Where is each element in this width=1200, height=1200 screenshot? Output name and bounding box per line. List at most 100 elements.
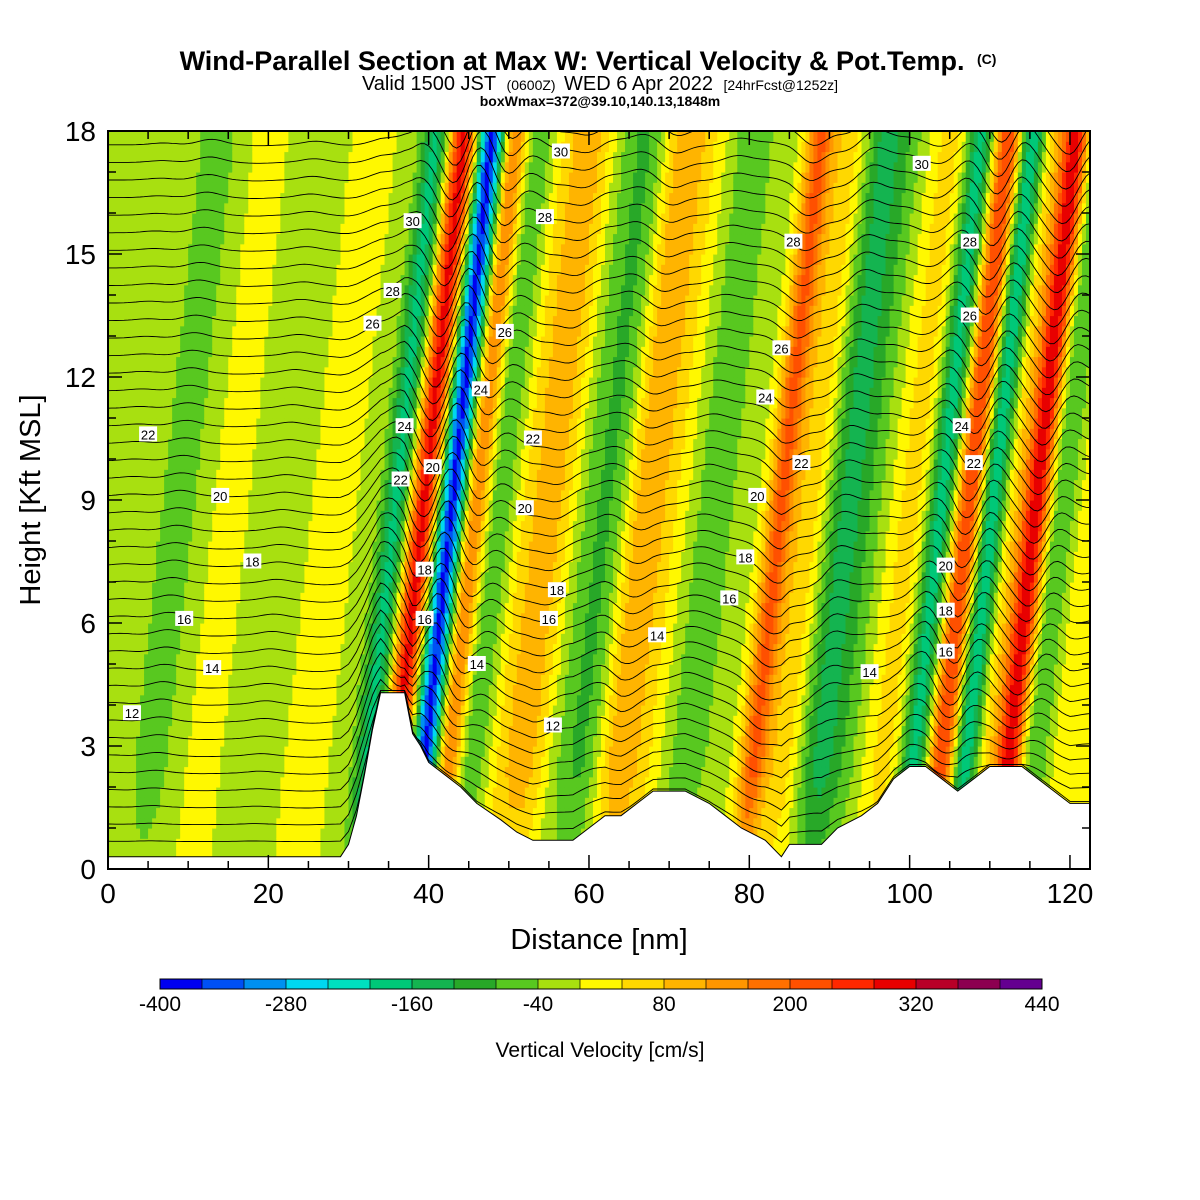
velocity-cell xyxy=(340,407,346,419)
velocity-cell xyxy=(216,213,221,224)
velocity-cell xyxy=(152,756,157,768)
velocity-cell xyxy=(364,274,370,286)
velocity-cell xyxy=(208,366,213,378)
velocity-cell xyxy=(304,428,310,440)
velocity-cell xyxy=(260,172,265,183)
velocity-cell xyxy=(212,346,217,358)
velocity-cell xyxy=(368,725,374,737)
velocity-cell xyxy=(276,612,281,624)
velocity-cell xyxy=(224,397,229,409)
velocity-cell xyxy=(312,653,318,665)
velocity-cell xyxy=(280,623,285,634)
velocity-cell xyxy=(244,653,249,665)
velocity-cell xyxy=(272,633,277,645)
velocity-cell xyxy=(304,213,310,224)
velocity-cell xyxy=(124,305,129,317)
velocity-cell xyxy=(156,305,161,317)
velocity-cell xyxy=(128,602,133,614)
velocity-cell xyxy=(276,705,281,716)
velocity-cell xyxy=(300,284,305,296)
velocity-cell xyxy=(364,469,370,481)
velocity-cell xyxy=(188,735,193,747)
velocity-cell xyxy=(264,264,269,276)
velocity-cell xyxy=(272,131,277,142)
velocity-cell xyxy=(372,387,378,399)
velocity-cell xyxy=(220,377,225,388)
velocity-cell xyxy=(196,305,201,317)
velocity-cell xyxy=(380,653,386,665)
velocity-cell xyxy=(180,131,185,142)
velocity-cell xyxy=(272,561,277,573)
velocity-cell xyxy=(328,233,334,245)
velocity-cell xyxy=(140,664,145,675)
velocity-cell xyxy=(292,643,297,655)
velocity-cell xyxy=(296,520,301,532)
velocity-cell xyxy=(232,643,237,655)
velocity-cell xyxy=(156,582,161,593)
velocity-cell xyxy=(172,305,177,317)
velocity-cell xyxy=(344,274,350,286)
velocity-cell xyxy=(348,643,354,655)
velocity-cell xyxy=(236,254,241,265)
velocity-cell xyxy=(128,633,133,645)
velocity-cell xyxy=(224,254,229,265)
velocity-cell xyxy=(200,407,205,419)
velocity-cell xyxy=(268,674,273,686)
velocity-cell xyxy=(336,274,342,286)
velocity-cell xyxy=(348,202,354,214)
velocity-cell xyxy=(184,582,189,593)
velocity-cell xyxy=(372,346,378,358)
velocity-cell xyxy=(164,817,169,829)
velocity-cell xyxy=(244,182,249,194)
velocity-cell xyxy=(120,623,125,634)
velocity-cell xyxy=(252,274,257,286)
velocity-cell xyxy=(136,161,141,173)
velocity-cell xyxy=(212,807,217,819)
velocity-cell xyxy=(244,346,249,358)
velocity-cell xyxy=(120,448,125,460)
velocity-cell xyxy=(148,551,153,563)
velocity-cell xyxy=(196,407,201,419)
velocity-cell xyxy=(120,510,125,522)
velocity-cell xyxy=(368,141,374,153)
velocity-cell xyxy=(372,530,378,542)
velocity-cell xyxy=(248,346,253,358)
velocity-cell xyxy=(340,182,346,194)
velocity-cell xyxy=(136,264,141,276)
velocity-cell xyxy=(264,684,269,696)
velocity-cell xyxy=(248,131,253,142)
velocity-cell xyxy=(344,500,350,511)
velocity-cell xyxy=(260,684,265,696)
velocity-cell xyxy=(360,715,366,727)
velocity-cell xyxy=(288,264,293,276)
velocity-cell xyxy=(136,787,141,798)
velocity-cell xyxy=(168,735,173,747)
velocity-cell xyxy=(216,448,221,460)
velocity-cell xyxy=(204,838,209,850)
velocity-cell xyxy=(112,438,117,450)
velocity-cell xyxy=(188,725,193,737)
velocity-cell xyxy=(288,746,293,757)
velocity-cell xyxy=(156,541,161,552)
velocity-cell xyxy=(244,284,249,296)
velocity-cell xyxy=(128,274,133,286)
velocity-cell xyxy=(376,418,382,429)
velocity-cell xyxy=(180,592,185,604)
velocity-cell xyxy=(220,592,225,604)
velocity-cell xyxy=(116,592,121,604)
velocity-cell xyxy=(244,428,249,440)
velocity-cell xyxy=(256,418,261,429)
velocity-cell xyxy=(108,817,113,829)
velocity-cell xyxy=(344,653,350,665)
velocity-cell xyxy=(272,233,277,245)
velocity-cell xyxy=(268,336,273,347)
velocity-cell xyxy=(228,172,233,183)
velocity-cell xyxy=(316,418,322,429)
velocity-cell xyxy=(352,213,358,224)
velocity-cell xyxy=(256,828,261,839)
velocity-cell xyxy=(128,571,133,583)
velocity-cell xyxy=(368,602,374,614)
velocity-cell xyxy=(208,766,213,778)
velocity-cell xyxy=(164,202,169,214)
velocity-cell xyxy=(288,551,293,563)
